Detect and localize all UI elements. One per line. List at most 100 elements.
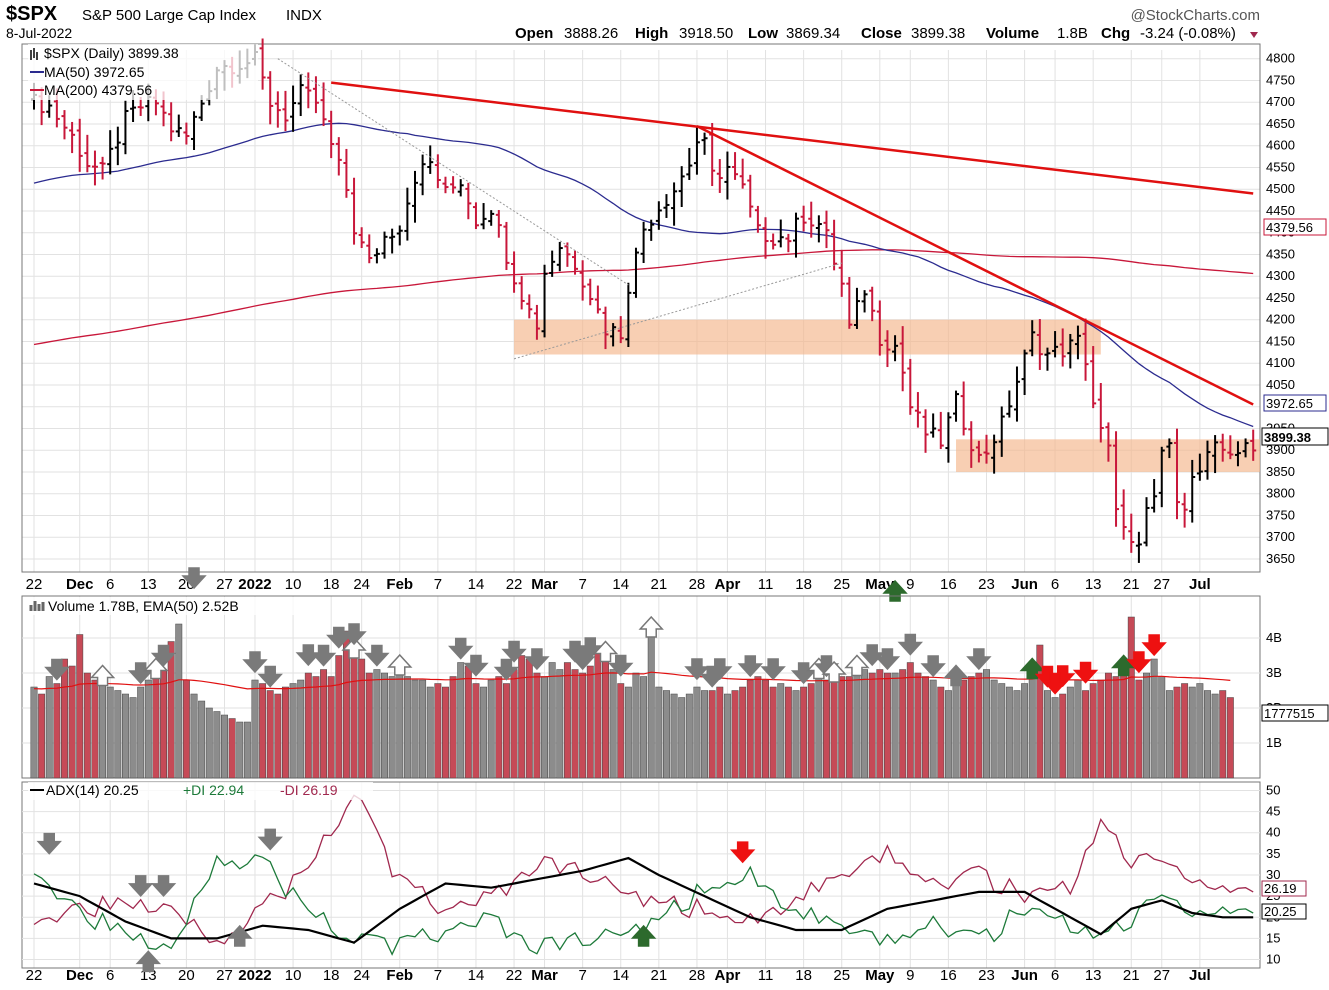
volume-bar bbox=[106, 686, 114, 779]
tag-volume: 1777515 bbox=[1264, 706, 1315, 721]
ohlc-bar bbox=[648, 219, 655, 241]
volume-bar bbox=[830, 679, 838, 779]
ohlc-bar bbox=[99, 156, 106, 180]
brand-logo[interactable]: @StockCharts.com bbox=[1131, 7, 1260, 24]
ohlc-bar bbox=[838, 249, 845, 297]
volume-bar bbox=[1097, 679, 1105, 779]
volume-bar bbox=[800, 686, 808, 779]
price-panel: 22 Dec 6 13 20 27 2022 10 18 24 Feb 7 14 22 Mar 7 14 21 28… bbox=[21, 38, 1295, 602]
volume-bar bbox=[487, 679, 495, 779]
volume-bar bbox=[38, 693, 46, 779]
volume-bar bbox=[411, 679, 419, 779]
ohlc-bar bbox=[610, 323, 617, 347]
volume-bar bbox=[190, 693, 198, 779]
down-arrow-icon bbox=[684, 658, 710, 681]
volume-bar bbox=[1143, 672, 1150, 779]
ohlc-bar bbox=[975, 440, 982, 463]
x-tick-label: 20 bbox=[178, 967, 195, 984]
x-tick-label: 22 bbox=[26, 576, 43, 593]
volume-bar bbox=[1127, 616, 1135, 779]
ohlc-bar bbox=[1067, 333, 1074, 369]
down-arrow-icon bbox=[463, 654, 489, 677]
ohlc-bar bbox=[76, 118, 83, 172]
volume-bar bbox=[967, 676, 975, 779]
volume-bar bbox=[944, 690, 952, 779]
ohlc-bar bbox=[953, 390, 960, 422]
volume-bar bbox=[236, 721, 244, 779]
adx-panel: 22 Dec 6 13 20 27 2022 10 18 24 Feb 7 14 22 Mar 7 14 21 28… bbox=[21, 781, 1280, 984]
volume-bar bbox=[807, 683, 815, 779]
down-arrow-icon bbox=[729, 841, 756, 864]
legend-plus-di: +DI 22.94 bbox=[183, 782, 244, 798]
x-tick-label: 27 bbox=[1153, 576, 1170, 593]
up-arrow-icon bbox=[882, 579, 908, 602]
volume-bar bbox=[152, 676, 160, 779]
ohlc-bar bbox=[480, 203, 487, 230]
ma200-line bbox=[33, 249, 1254, 346]
ohlc-bar bbox=[823, 210, 830, 249]
volume-bar bbox=[998, 683, 1006, 779]
volume-bar bbox=[701, 690, 709, 779]
ohlc-bar bbox=[587, 278, 594, 306]
down-arrow-icon bbox=[295, 644, 322, 667]
ohlc-bar bbox=[831, 219, 838, 271]
ohlc-bar bbox=[1052, 331, 1059, 358]
volume-bar bbox=[350, 651, 358, 779]
up-arrow-icon bbox=[89, 664, 116, 687]
volume-bar bbox=[838, 676, 846, 779]
x-tick-label: 2022 bbox=[238, 576, 271, 593]
volume-bar bbox=[83, 672, 91, 779]
ohlc-bar bbox=[274, 91, 281, 128]
legend-volume: Volume 1.78B, EMA(50) 2.52B bbox=[48, 598, 239, 614]
volume-bar bbox=[243, 721, 251, 779]
x-tick-label: 21 bbox=[650, 967, 667, 984]
ohlc-bar bbox=[572, 250, 579, 275]
high-label: High bbox=[635, 25, 668, 42]
ohlc-bar bbox=[533, 304, 540, 340]
ohlc-bar bbox=[328, 110, 335, 159]
y-tick-label: 4800 bbox=[1266, 51, 1295, 66]
y-tick-label: 4150 bbox=[1266, 333, 1295, 348]
x-tick-label: 24 bbox=[353, 967, 370, 984]
ohlc-bar bbox=[968, 421, 975, 468]
up-arrow-icon bbox=[143, 657, 169, 680]
y-tick-label: 4650 bbox=[1266, 116, 1295, 131]
y-tick-label: 4750 bbox=[1266, 72, 1295, 87]
ohlc-bar bbox=[526, 294, 533, 319]
legend-ma200: MA(200) 4379.56 bbox=[44, 82, 152, 98]
volume-bar bbox=[960, 679, 968, 779]
volume-bar bbox=[396, 672, 404, 779]
ohlc-bar bbox=[1074, 325, 1081, 360]
down-arrow-icon bbox=[1042, 672, 1068, 695]
down-arrow-icon bbox=[448, 637, 474, 660]
x-tick-label: 14 bbox=[468, 967, 485, 984]
ohlc-bar bbox=[457, 179, 464, 197]
x-tick-label: 11 bbox=[758, 967, 774, 984]
ohlc-bar bbox=[122, 100, 129, 155]
ohlc-bar bbox=[1013, 366, 1020, 422]
ohlc-bar bbox=[747, 174, 754, 218]
volume-bar bbox=[1082, 690, 1090, 779]
ohlc-bar bbox=[1021, 349, 1028, 395]
y-tick-label: 4550 bbox=[1266, 159, 1295, 174]
ohlc-bar bbox=[1113, 431, 1120, 527]
ohlc-bar bbox=[511, 251, 518, 293]
volume-bar bbox=[358, 658, 366, 779]
x-tick-label: 10 bbox=[285, 967, 302, 984]
y-tick-label: 4250 bbox=[1266, 290, 1295, 305]
ohlc-bar bbox=[1059, 328, 1066, 367]
close-value: 3899.38 bbox=[911, 25, 965, 42]
volume-bar bbox=[282, 686, 289, 779]
x-tick-label: 6 bbox=[106, 576, 114, 593]
ohlc-bar bbox=[191, 111, 198, 150]
y-tick-label: 10 bbox=[1266, 952, 1280, 967]
volume-bar bbox=[403, 676, 411, 779]
ohlc-bar bbox=[419, 154, 426, 196]
volume-bar bbox=[1074, 679, 1082, 779]
x-tick-label: 11 bbox=[758, 576, 774, 593]
y-tick-label: 50 bbox=[1266, 782, 1280, 797]
ohlc-bar bbox=[907, 358, 914, 415]
y-tick-label: 30 bbox=[1266, 867, 1280, 882]
volume-bar bbox=[739, 686, 747, 779]
ohlc-bar bbox=[892, 335, 899, 362]
